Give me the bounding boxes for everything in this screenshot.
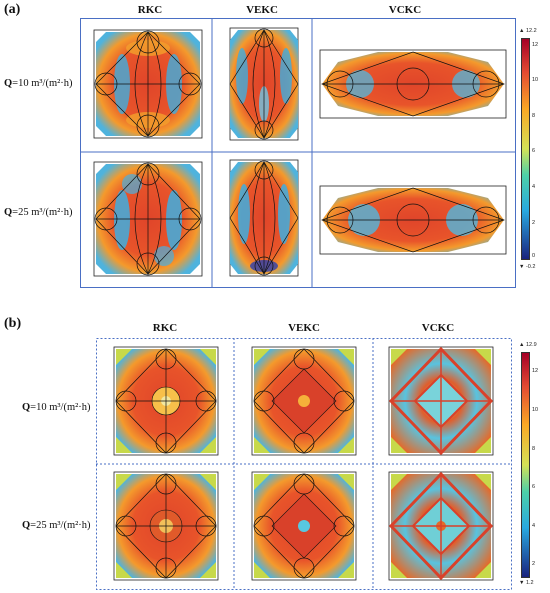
panel-a-colorbar-tick-8: 8 bbox=[532, 113, 536, 119]
panel-b-vckc-q25-contour bbox=[387, 470, 495, 582]
panel-a-colorbar-tick-12: 12 bbox=[532, 42, 539, 48]
panel-a-vekc-q25-contour bbox=[228, 158, 300, 278]
panel-a-vekc-q10-contour bbox=[228, 26, 300, 142]
panel-b-vekc-q10-contour bbox=[250, 345, 358, 457]
panel-b-col-rkc: RKC bbox=[152, 322, 178, 334]
panel-a-colorbar bbox=[521, 38, 530, 260]
panel-b-colorbar-tick-6: 6 bbox=[532, 484, 536, 490]
panel-b-colorbar bbox=[521, 352, 530, 578]
panel-a-colorbar-tick-0: 0 bbox=[532, 253, 536, 259]
panel-a-vckc-q25-contour bbox=[318, 184, 508, 256]
panel-b-col-vckc: VCKC bbox=[421, 322, 455, 334]
panel-b-label: (b) bbox=[4, 316, 22, 331]
panel-a-vckc-q10-contour bbox=[318, 48, 508, 120]
panel-a-col-vekc: VEKC bbox=[246, 4, 278, 16]
panel-b-colorbar-max: ▲ 12.9 bbox=[519, 342, 537, 348]
panel-a-rkc-q10-contour bbox=[92, 28, 204, 140]
panel-a-colorbar-min: ▼ -0.2 bbox=[519, 264, 536, 270]
panel-b-vckc-q10-contour bbox=[387, 345, 495, 457]
panel-a-colorbar-tick-6: 6 bbox=[532, 148, 536, 154]
panel-a-grid-frame bbox=[80, 18, 516, 288]
panel-a-row-label-2: Q=25 m³/(m²·h) bbox=[4, 207, 73, 218]
panel-a-label: (a) bbox=[4, 2, 21, 17]
panel-a-colorbar-tick-10: 10 bbox=[532, 77, 539, 83]
panel-a-col-rkc: RKC bbox=[137, 4, 163, 16]
panel-b-rkc-q25-contour bbox=[112, 470, 220, 582]
panel-b-row-label-2: Q=25 m³/(m²·h) bbox=[22, 520, 91, 531]
panel-a-col-vckc: VCKC bbox=[388, 4, 422, 16]
panel-b-colorbar-tick-10: 10 bbox=[532, 407, 539, 413]
panel-b-vekc-q25-contour bbox=[250, 470, 358, 582]
panel-a-rkc-q25-contour bbox=[92, 160, 204, 278]
panel-b-row-label-1: Q=10 m³/(m²·h) bbox=[22, 402, 91, 413]
panel-b-rkc-q10-contour bbox=[112, 345, 220, 457]
panel-a-row-label-1: Q=10 m³/(m²·h) bbox=[4, 78, 73, 89]
panel-b-colorbar-tick-2: 2 bbox=[532, 561, 536, 567]
panel-a-colorbar-max: ▲ 12.2 bbox=[519, 28, 537, 34]
panel-b-colorbar-tick-4: 4 bbox=[532, 523, 536, 529]
panel-b-colorbar-tick-8: 8 bbox=[532, 446, 536, 452]
panel-b-colorbar-min: ▼ 1.2 bbox=[519, 580, 534, 586]
panel-a-colorbar-tick-2: 2 bbox=[532, 220, 536, 226]
panel-b-colorbar-tick-12: 12 bbox=[532, 368, 539, 374]
panel-b-col-vekc: VEKC bbox=[288, 322, 320, 334]
panel-a-colorbar-tick-4: 4 bbox=[532, 184, 536, 190]
panel-b-grid-frame bbox=[96, 338, 512, 590]
